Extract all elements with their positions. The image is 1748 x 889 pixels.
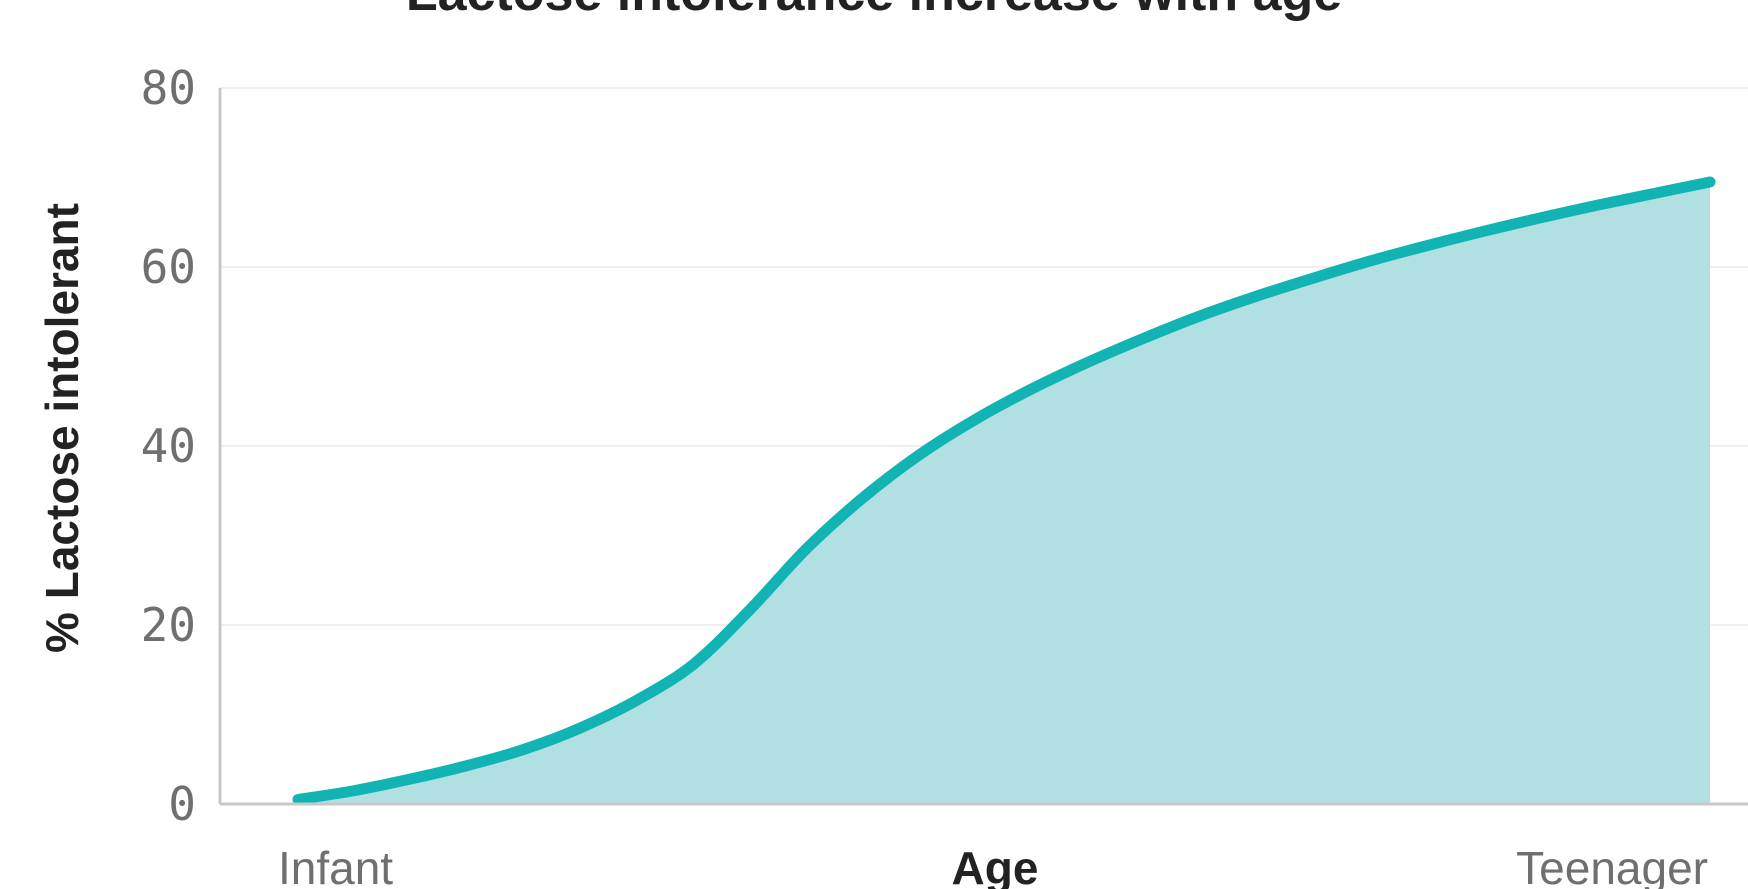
y-tick-label-20: 20 — [141, 598, 196, 652]
series-line — [292, 176, 1716, 805]
x-tick-label-teenager: Teenager — [1516, 842, 1708, 889]
area-series — [292, 176, 1716, 805]
y-tick-label-0: 0 — [168, 777, 196, 831]
y-axis-label: % Lactose intolerant — [36, 203, 88, 653]
y-tick-labels: 0 20 40 60 80 — [141, 61, 196, 831]
x-tick-label-infant: Infant — [278, 842, 393, 889]
y-tick-label-60: 60 — [141, 240, 196, 294]
x-axis-label: Age — [952, 842, 1039, 889]
area-fill — [298, 182, 1710, 804]
chart-title: Lactose intolerance increase with age — [406, 0, 1342, 22]
y-tick-label-40: 40 — [141, 419, 196, 473]
y-tick-label-80: 80 — [141, 61, 196, 115]
axes — [218, 88, 1748, 806]
